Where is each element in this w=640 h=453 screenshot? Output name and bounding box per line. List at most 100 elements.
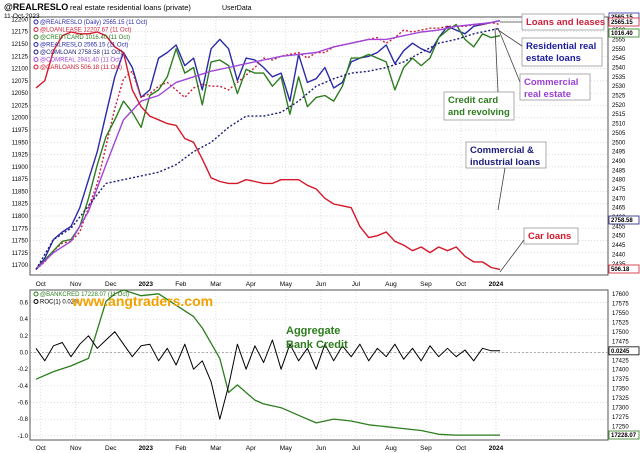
left-tick-label-upper: 11950 (12, 140, 29, 146)
annotation-leader (494, 27, 499, 93)
left-tick-label-upper: 12025 (11, 103, 28, 109)
legend-marker (33, 34, 39, 40)
left-tick-label-lower: -0.4 (18, 384, 29, 390)
annotation-label: Aggregate (286, 325, 340, 337)
last-value-tag: 0.0245 (611, 349, 630, 355)
x-tick-label-upper: Oct (36, 281, 46, 288)
annotation-leader (497, 167, 506, 211)
x-tick-label-upper: Jul (352, 281, 361, 288)
chart-source: UserData (222, 5, 252, 12)
right-tick-label-upper: 2550 (612, 47, 626, 53)
x-tick-label-lower: May (280, 445, 293, 452)
annotation-label: Bank Credit (286, 339, 348, 351)
left-tick-label-upper: 11700 (12, 263, 29, 269)
left-tick-label-upper: 11825 (12, 202, 29, 208)
legend-entry: @CREDTCARD 1016.40 (11 Oct) (40, 35, 130, 41)
right-tick-label-lower: 17400 (612, 368, 629, 374)
chart-date: 11-Oct-2023 (4, 13, 40, 20)
x-tick-label-lower: Oct (36, 445, 46, 452)
x-tick-label-lower: Mar (210, 445, 222, 452)
right-tick-label-upper: 2525 (612, 94, 626, 100)
right-tick-label-upper: 2440 (612, 252, 626, 258)
right-tick-label-lower: 17475 (612, 339, 629, 345)
left-tick-label-upper: 11850 (12, 189, 29, 195)
right-tick-label-lower: 17350 (612, 387, 629, 393)
annotation-box (523, 227, 579, 245)
left-tick-label-upper: 11725 (12, 251, 29, 257)
legend-entry: @CARLOANS 506.18 (11 Oct) (40, 65, 122, 71)
x-tick-label-upper: Aug (385, 281, 397, 288)
legends: @REALRESLO (Daily) 2565.15 (11 Oct) @LOAN… (33, 19, 147, 306)
x-tick-label-upper: Apr (246, 281, 257, 288)
x-tick-label-lower: 2023 (139, 445, 154, 452)
x-tick-label-lower: Sep (420, 445, 432, 452)
chart-description: real estate residential loans (private) (70, 3, 191, 12)
legend-entry: @LOANLEASE 12207.67 (11 Oct) (40, 28, 131, 34)
annotation-label: Commercial (524, 77, 578, 88)
right-tick-label-upper: 2455 (612, 224, 626, 230)
legend-marker (33, 64, 39, 70)
right-tick-label-lower: 17550 (612, 311, 629, 317)
right-tick-label-upper: 2500 (612, 140, 626, 146)
x-tick-label-lower: Jun (316, 445, 327, 452)
last-value-tag-box (608, 215, 640, 225)
last-value-tag-box (608, 28, 640, 38)
legend-entry: ROC(1) 0.02% (40, 300, 80, 306)
annotation-box (443, 91, 515, 121)
right-tick-label-upper: 2510 (612, 122, 626, 128)
x-tick-label-upper: Dec (105, 281, 117, 288)
lower-series (30, 289, 608, 436)
left-tick-label-lower: -0.6 (18, 401, 29, 407)
annotation-box (521, 37, 603, 67)
left-tick-label-upper: 11875 (12, 177, 29, 183)
left-tick-label-upper: 12150 (11, 42, 28, 48)
annotation-box (465, 141, 547, 169)
x-tick-label-upper: 2023 (139, 281, 154, 288)
last-value-tag: 1016.40 (611, 31, 633, 37)
right-tick-label-upper: 2545 (612, 56, 626, 62)
x-tick-label-upper: Mar (210, 281, 222, 288)
right-tick-label-upper: 2450 (612, 234, 626, 240)
left-tick-label-lower: -0.2 (18, 367, 29, 373)
series-line (35, 331, 500, 420)
annotation-label: estate loans (526, 53, 581, 64)
last-value-tag-box (608, 17, 640, 27)
legend-marker (33, 57, 39, 62)
right-tick-label-lower: 17375 (612, 377, 629, 383)
left-tick-label-upper: 11900 (12, 165, 29, 171)
legend-marker (33, 291, 39, 297)
left-tick-label-lower: 0.0 (20, 351, 29, 357)
watermark-text: www.angtraders.com (71, 293, 213, 309)
left-tick-label-upper: 11775 (12, 226, 29, 232)
right-tick-label-upper: 2485 (612, 168, 626, 174)
right-tick-label-upper: 2445 (612, 243, 626, 249)
legend-marker (33, 49, 39, 55)
lower-panel-frame (29, 289, 609, 441)
right-tick-label-upper: 2465 (612, 206, 626, 212)
right-tick-label-lower: 17575 (612, 301, 629, 307)
x-tick-label-lower: Feb (175, 445, 187, 452)
x-tick-label-lower: Nov (70, 445, 82, 452)
right-tick-label-upper: 2540 (612, 65, 626, 71)
right-tick-label-upper: 2470 (612, 196, 626, 202)
x-tick-label-lower: 2024 (489, 445, 504, 452)
x-tick-label-lower: Apr (246, 445, 257, 452)
legend-entry: @BANKCRED 17228.07 (11 Oct) (40, 292, 129, 298)
right-tick-label-upper: 2480 (612, 178, 626, 184)
right-tick-label-upper: 2555 (612, 37, 626, 43)
x-tick-label-upper: May (280, 281, 293, 288)
left-tick-label-upper: 12050 (11, 91, 28, 97)
annotation-leader (497, 27, 521, 83)
upper-panel-frame (29, 16, 609, 276)
annotation-leader (499, 239, 525, 273)
last-value-tags: 2565.152565.151016.402758.58506.180.0245… (608, 12, 640, 440)
annotation-label: Residential real (526, 41, 596, 52)
axis-labels: Oct Oct Nov Nov Dec Dec 2023 2023 Feb Feb Mar Mar Ap… (11, 17, 629, 452)
last-value-tag: 2565.15 (611, 20, 633, 26)
series-line (35, 31, 501, 271)
legend-entry: @COMREAL 2941.40 (11 Oct) (40, 58, 122, 64)
last-value-tag-box (608, 346, 640, 356)
annotation-label: Credit card (448, 95, 498, 106)
